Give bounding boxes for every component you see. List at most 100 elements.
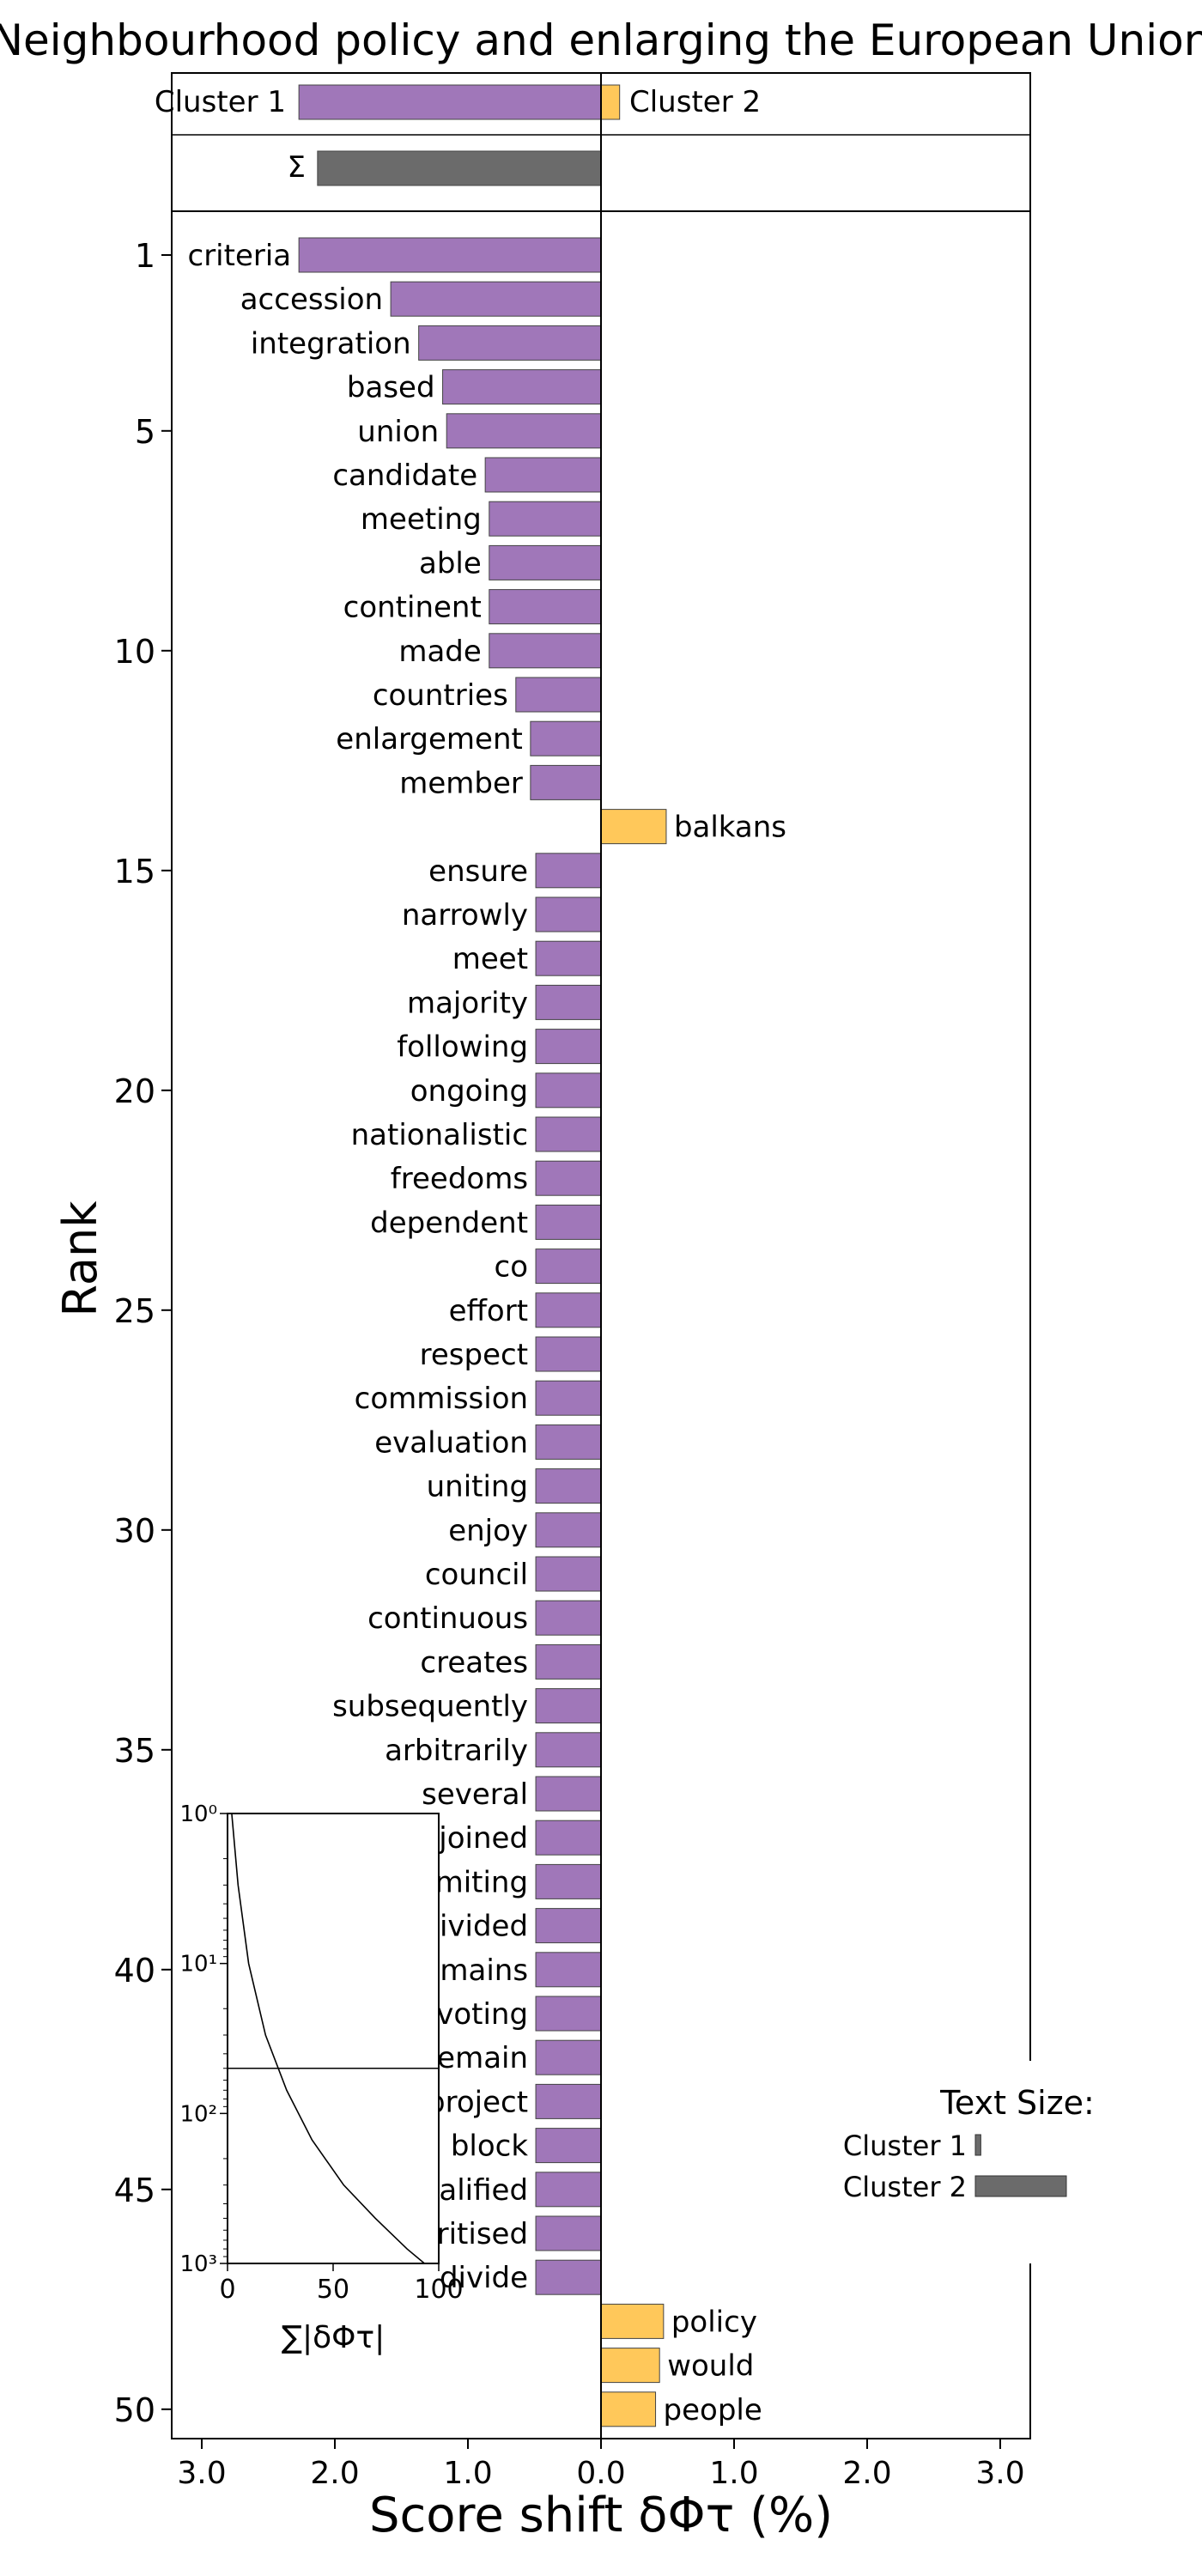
y-tick-label-9: 45 [114,2172,155,2209]
y-tick-label-7: 35 [114,1732,155,1770]
y-tick-label-6: 30 [114,1512,155,1550]
word-bar-20 [535,1072,602,1109]
word-bar-21 [535,1116,602,1152]
word-bar-45 [535,2172,602,2208]
legend-swatch-cluster1 [974,2134,981,2156]
word-label-24: co [495,1250,529,1285]
word-label-3: integration [251,326,411,361]
word-label-35: arbitrarily [385,1734,528,1768]
y-tick-label-3: 15 [114,853,155,890]
summary-bar-cluster2 [600,84,621,120]
word-label-23: dependent [370,1206,528,1240]
word-label-32: continuous [367,1601,528,1636]
y-axis-label: Rank [53,1200,107,1317]
y-tick-label-10: 50 [114,2391,155,2429]
word-bar-17 [535,940,602,976]
word-bar-38 [535,1863,602,1899]
summary-bar-sum [317,150,602,186]
word-label-28: evaluation [374,1425,528,1460]
word-label-15: ensure [428,854,528,889]
x-tick-label-4: 1.0 [709,2456,758,2491]
word-label-31: council [425,1558,528,1592]
word-bar-13 [530,764,602,800]
word-label-30: enjoy [448,1514,528,1548]
word-bar-12 [530,720,602,756]
inset-y-tick-label-3: 10³ [179,2251,217,2277]
word-label-25: effort [449,1294,528,1328]
word-label-19: following [397,1030,528,1065]
word-label-47: divide [440,2261,528,2295]
word-bar-32 [535,1600,602,1636]
word-label-18: majority [407,986,528,1020]
word-bar-40 [535,1952,602,1988]
word-bar-24 [535,1249,602,1285]
inset-plot: 0 50 100 10⁰ 10¹ 10² 10³ [179,1801,463,2305]
word-label-37: joined [438,1821,528,1856]
x-tick-label-6: 3.0 [975,2456,1024,2491]
word-bar-31 [535,1556,602,1592]
word-bar-43 [535,2083,602,2119]
word-bar-4 [442,369,602,405]
summary-bar-cluster1 [298,84,602,120]
y-tick-label-5: 25 [114,1292,155,1330]
y-tick-label-2: 10 [114,633,155,671]
word-bar-36 [535,1776,602,1812]
word-bar-3 [418,325,602,361]
word-bar-6 [484,457,602,493]
word-label-41: voting [436,1997,528,2032]
word-bar-48 [600,2303,665,2339]
word-bar-33 [535,1643,602,1680]
word-label-6: candidate [332,459,477,493]
x-tick-label-1: 2.0 [310,2456,359,2491]
word-label-7: meeting [361,502,482,537]
word-bar-19 [535,1029,602,1065]
word-bar-29 [535,1468,602,1504]
y-tick-label-8: 40 [114,1952,155,1990]
word-label-4: based [347,371,435,405]
word-bar-28 [535,1424,602,1460]
inset-x-tick-label-2: 100 [414,2275,463,2305]
word-bar-9 [489,589,602,625]
bars-layer: criteria accession integration based union ca… [188,84,786,2427]
x-tick-label-5: 2.0 [842,2456,891,2491]
legend-cluster2-label: Cluster 2 [843,2171,967,2203]
word-bar-2 [390,281,602,317]
inset-y-tick-label-0: 10⁰ [179,1801,217,1827]
word-bar-44 [535,2128,602,2164]
word-label-16: narrowly [402,898,528,933]
word-bar-26 [535,1336,602,1372]
word-bar-5 [446,413,602,449]
word-bar-42 [535,2039,602,2075]
word-label-44: block [451,2129,529,2164]
word-label-17: meet [452,942,528,976]
word-label-9: continent [343,591,482,625]
word-label-5: union [357,415,439,449]
summary-cluster1-label: Cluster 1 [155,85,286,119]
word-bar-16 [535,896,602,933]
word-bar-7 [489,501,602,537]
word-bar-47 [535,2259,602,2295]
word-label-29: uniting [427,1470,528,1504]
legend-cluster1-label: Cluster 1 [843,2129,967,2162]
word-bar-18 [535,984,602,1020]
word-bar-8 [489,544,602,580]
y-tick-label-1: 5 [135,413,155,451]
word-label-50: people [664,2393,762,2427]
chart-title: Neighbourhood policy and enlarging the E… [0,15,1202,65]
word-bar-25 [535,1292,602,1328]
inset-y-tick-label-2: 10² [179,2101,217,2127]
word-label-49: would [667,2349,754,2384]
word-bar-37 [535,1820,602,1856]
inset-x-label: ∑|δΦτ| [282,2320,385,2355]
word-label-2: accession [240,283,383,317]
word-bar-46 [535,2215,602,2251]
word-label-13: member [399,766,523,800]
word-label-8: able [419,546,482,580]
word-bar-49 [600,2348,660,2384]
inset-x-tick-label-1: 50 [317,2275,349,2305]
word-label-12: enlargement [336,722,523,756]
word-label-26: respect [420,1338,528,1372]
word-bar-30 [535,1512,602,1548]
inset-x-tick-label-0: 0 [219,2275,235,2305]
